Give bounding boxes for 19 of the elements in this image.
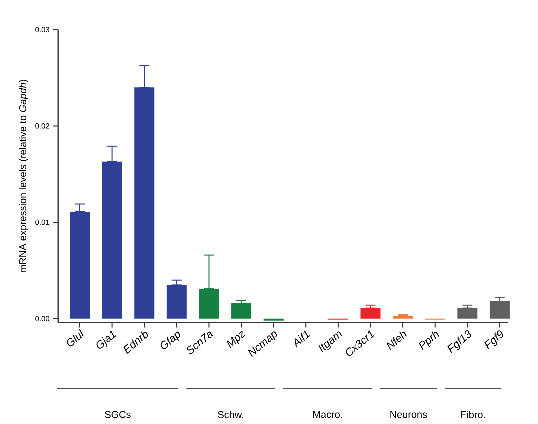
text: Fibro. — [461, 411, 486, 418]
x-tick-label: Mpz — [226, 330, 246, 348]
x-tick-label: Glul — [67, 329, 84, 347]
x-tick-label: Nfeh — [386, 332, 408, 350]
bar — [232, 303, 252, 319]
text: Neurons — [390, 411, 428, 418]
x-tick-label: Pprh — [419, 332, 440, 350]
bar — [458, 308, 478, 319]
y-axis-title: mRNA expression levels (relative to Gapdh) — [19, 80, 28, 273]
bar — [490, 302, 510, 319]
text: Macro. — [314, 411, 342, 418]
x-tick-label: Gfap — [160, 332, 180, 350]
text: SGCs — [105, 411, 131, 418]
bar — [166, 285, 187, 319]
x-tick-label: Gja1 — [96, 330, 116, 349]
x-tick-label: Aif1 — [294, 330, 310, 348]
text: Schw. — [218, 411, 244, 418]
bar — [360, 308, 381, 319]
bar — [393, 316, 414, 319]
